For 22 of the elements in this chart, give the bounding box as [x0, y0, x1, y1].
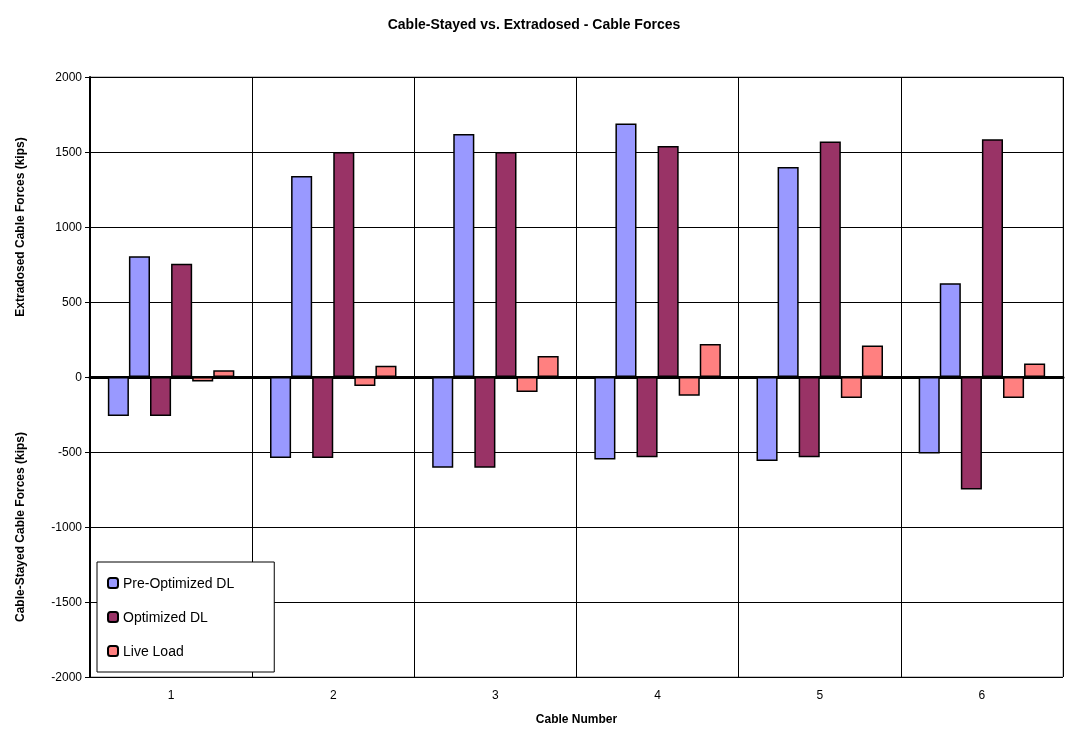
chart-title: Cable-Stayed vs. Extradosed - Cable Forces — [387, 16, 681, 32]
legend-label: Pre-Optimized DL — [123, 575, 235, 591]
y-tick-label: 1500 — [55, 145, 83, 159]
legend-label: Optimized DL — [123, 609, 209, 625]
x-tick-label: 1 — [167, 688, 175, 702]
y-tick-label: 2000 — [55, 70, 83, 84]
y-tick-label: 500 — [61, 295, 83, 309]
x-tick-label: 6 — [978, 688, 986, 702]
x-axis-title: Cable Number — [535, 712, 618, 726]
y-tick-label: -1500 — [51, 595, 83, 609]
x-tick-label: 5 — [816, 688, 824, 702]
x-tick-label: 3 — [492, 688, 500, 702]
y-tick-label: 1000 — [55, 220, 83, 234]
y-tick-label: -500 — [57, 445, 83, 459]
y-tick-label: 0 — [75, 370, 83, 384]
x-tick-label: 4 — [654, 688, 662, 702]
y-tick-label: -1000 — [51, 520, 83, 534]
x-tick-label: 2 — [329, 688, 337, 702]
text: Cable-Stayed Cable Forces (kips) — [13, 431, 27, 623]
y-axis-title: Extradosed Cable Forces (kips) — [13, 137, 27, 317]
y-tick-label: -2000 — [51, 670, 83, 684]
legend-label: Live Load — [123, 643, 184, 659]
